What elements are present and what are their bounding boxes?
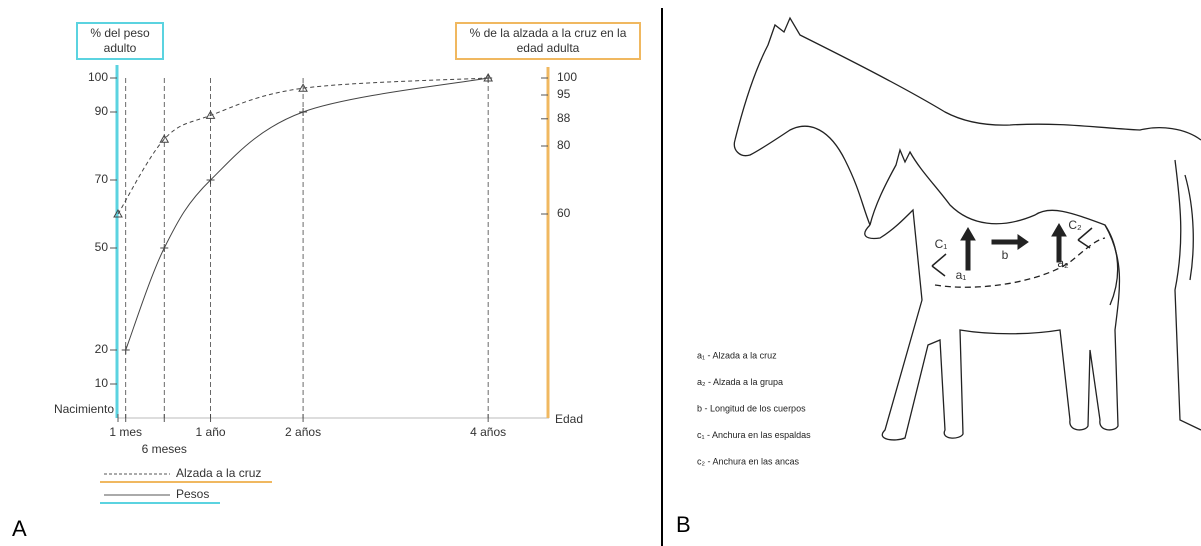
y-tick-label: 10 (95, 376, 109, 390)
y2-tick-label: 60 (557, 206, 571, 220)
arrow-b (992, 235, 1028, 249)
y-tick-label: 90 (95, 104, 109, 118)
x-tick-label: 2 años (285, 425, 321, 439)
legend-label: Pesos (176, 487, 209, 501)
y2-axis-label: % de la alzada a la cruz en la edad adul… (455, 22, 641, 60)
x-tick-label: 4 años (470, 425, 506, 439)
legend-label: Alzada a la cruz (176, 466, 261, 480)
measure-label: a₁ (956, 268, 967, 282)
cross-marker (299, 108, 307, 116)
diagram-legend-item: c₁ - Anchura en las espaldas (697, 430, 811, 440)
diagram-legend-item: b - Longitud de los cuerpos (697, 403, 806, 413)
cross-marker (160, 244, 168, 252)
y-tick-label: 100 (88, 70, 108, 84)
cross-marker (122, 346, 130, 354)
measure-label: C₂ (1068, 218, 1082, 232)
figure: A B Edad 10 20 50 70 90 100 60 80 88 95 100 Nacimien… (0, 0, 1201, 546)
y-tick-label: 20 (95, 342, 109, 356)
y2-tick-label: 95 (557, 87, 571, 101)
measure-label: b (1002, 248, 1009, 262)
series-line (126, 78, 488, 350)
y-tick-label: 70 (95, 172, 109, 186)
adult-horse-tail (1175, 160, 1201, 430)
y2-tick-label: 100 (557, 70, 577, 84)
adult-horse-outline (734, 18, 1201, 225)
diagram-legend-item: a₂ - Alzada a la grupa (697, 377, 783, 387)
x-tick-label: 1 mes (109, 425, 142, 439)
x-tick-label: 6 meses (142, 442, 187, 456)
diagram-legend-item: c₂ - Anchura en las ancas (697, 456, 800, 466)
arrow-a1 (961, 228, 975, 270)
panel-label: A (12, 516, 27, 541)
foal-tail (1105, 225, 1118, 305)
y-tick-label: 50 (95, 240, 109, 254)
measure-label: a₂ (1057, 256, 1069, 270)
page: {"chart_data": {"type": "line", "ylabel"… (0, 0, 1201, 546)
x-tick-label: Nacimiento (54, 402, 114, 416)
foal-outline (865, 150, 1120, 440)
x-tick-label: 1 año (196, 425, 226, 439)
y2-tick-label: 80 (557, 138, 571, 152)
arrow-c1 (932, 254, 946, 276)
panel-label: B (676, 512, 691, 537)
diagram-legend-item: a₁ - Alzada a la cruz (697, 350, 777, 360)
y2-tick-label: 88 (557, 111, 571, 125)
measure-label: C₁ (935, 237, 948, 251)
y-axis-label: % del peso adulto (76, 22, 164, 60)
x-axis-label: Edad (555, 412, 583, 426)
